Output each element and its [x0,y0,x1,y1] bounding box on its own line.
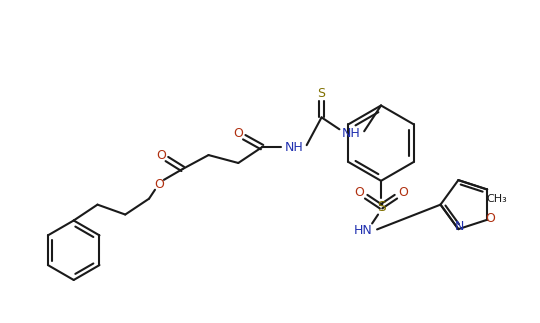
Text: HN: HN [354,224,373,237]
Text: NH: NH [342,127,361,140]
Text: O: O [485,212,495,225]
Text: S: S [377,200,386,214]
Text: O: O [156,149,166,162]
Text: O: O [154,178,164,191]
Text: O: O [398,186,408,199]
Text: O: O [233,127,243,140]
Text: CH₃: CH₃ [487,194,508,204]
Text: O: O [354,186,364,199]
Text: NH: NH [285,141,303,154]
Text: S: S [318,87,326,100]
Text: N: N [455,220,464,233]
